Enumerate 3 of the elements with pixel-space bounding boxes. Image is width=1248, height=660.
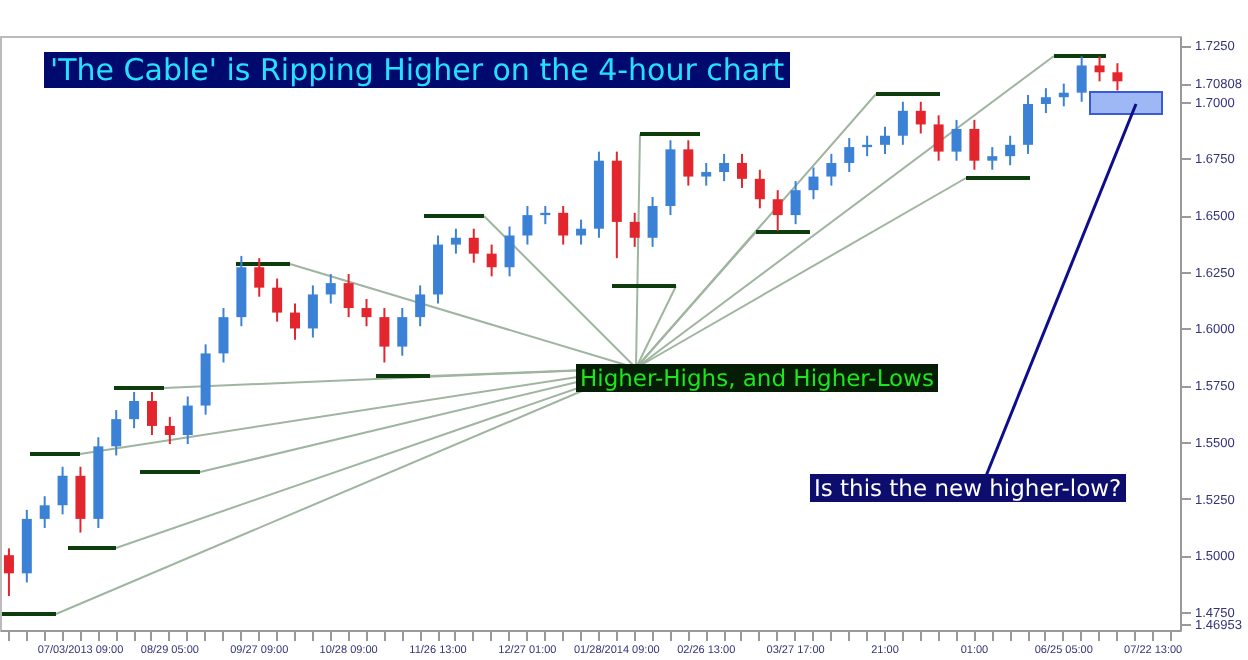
text: 'The Cable' is Ripping Higher on the 4-hour chart — [44, 52, 791, 88]
annotation: Higher-Highs, and Higher-Lows — [576, 364, 938, 392]
annotation: Is this the new higher-low? — [810, 474, 1126, 502]
